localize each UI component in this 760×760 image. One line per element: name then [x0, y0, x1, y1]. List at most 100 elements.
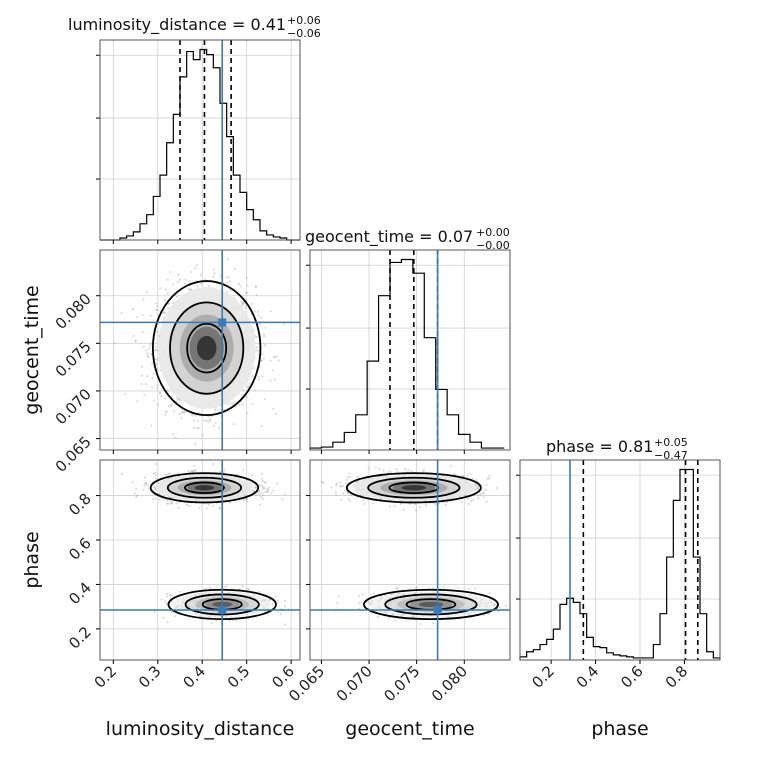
pair-luminosity-distance-geocent-time-sample-point	[274, 412, 277, 416]
pair-geocent-time-phase-sample-point	[410, 470, 413, 473]
pair-geocent-time-phase-sample-point	[334, 491, 337, 494]
hist-geocent-time-frame	[309, 249, 511, 451]
pair-luminosity-distance-geocent-time-sample-point	[187, 288, 190, 291]
pair-luminosity-distance-geocent-time-ytick-label-1: 0.070	[52, 385, 95, 428]
pair-luminosity-distance-phase-sample-point	[266, 488, 269, 491]
pair-luminosity-distance-geocent-time-sample-point	[272, 356, 276, 359]
pair-luminosity-distance-geocent-time-sample-point	[205, 419, 208, 422]
pair-luminosity-distance-geocent-time-sample-point	[141, 331, 144, 334]
pair-luminosity-distance-phase-sample-point	[136, 494, 139, 497]
pair-luminosity-distance-geocent-time-sample-point	[260, 352, 264, 356]
pair-geocent-time-phase-sample-point	[484, 488, 487, 491]
pair-luminosity-distance-phase-sample-point	[170, 502, 174, 505]
pair-luminosity-distance-geocent-time-sample-point	[258, 375, 261, 379]
pair-luminosity-distance-geocent-time-sample-point	[147, 356, 150, 359]
pair-luminosity-distance-geocent-time-sample-point	[278, 359, 281, 362]
pair-geocent-time-phase-sample-point	[395, 468, 398, 471]
pair-luminosity-distance-geocent-time-sample-point	[232, 423, 235, 426]
pair-luminosity-distance-geocent-time-sample-point	[178, 278, 182, 281]
pair-geocent-time-phase-sample-point	[434, 502, 437, 505]
pair-luminosity-distance-phase-sample-point	[208, 586, 212, 590]
pair-luminosity-distance-geocent-time-sample-point	[261, 375, 264, 378]
pair-luminosity-distance-phase-sample-point	[178, 590, 181, 593]
pair-geocent-time-phase-sample-point	[372, 502, 375, 505]
pair-geocent-time-phase-sample-point	[453, 473, 456, 476]
pair-luminosity-distance-phase-sample-point	[223, 468, 226, 471]
hist-phase-xtick-label-3: 0.8	[662, 662, 692, 692]
pair-luminosity-distance-geocent-time-sample-point	[171, 395, 174, 398]
pair-luminosity-distance-geocent-time-sample-point	[255, 335, 258, 338]
pair-luminosity-distance-geocent-time-sample-point	[180, 417, 183, 420]
pair-geocent-time-phase-sample-point	[414, 509, 418, 512]
pair-geocent-time-phase-sample-point	[339, 481, 342, 484]
pair-luminosity-distance-geocent-time-sample-point	[136, 400, 139, 403]
pair-geocent-time-phase-sample-point	[475, 484, 478, 487]
pair-luminosity-distance-geocent-time-sample-point	[124, 392, 127, 396]
pair-luminosity-distance-geocent-time-sample-point	[142, 298, 145, 301]
pair-luminosity-distance-geocent-time-sample-point	[241, 302, 244, 305]
pair-luminosity-distance-phase-sample-point	[212, 462, 215, 465]
pair-luminosity-distance-phase-ytick-label-1: 0.4	[65, 579, 95, 609]
pair-luminosity-distance-phase-sample-point	[167, 472, 170, 475]
pair-luminosity-distance-geocent-time-sample-point	[158, 391, 162, 395]
pair-luminosity-distance-phase-sample-point	[284, 493, 287, 496]
pair-luminosity-distance-phase-contour-0-0	[149, 472, 260, 504]
pair-luminosity-distance-geocent-time-sample-point	[182, 411, 185, 414]
pair-luminosity-distance-phase-sample-point	[166, 621, 169, 624]
pair-geocent-time-phase-sample-point	[348, 499, 351, 503]
pair-geocent-time-phase-sample-point	[388, 505, 391, 508]
pair-luminosity-distance-phase-ytick-label-2: 0.6	[65, 534, 95, 564]
pair-luminosity-distance-phase-ytick-label-0: 0.2	[65, 623, 95, 653]
pair-geocent-time-phase-sample-point	[422, 468, 425, 471]
pair-luminosity-distance-phase-sample-point	[258, 484, 262, 487]
pair-luminosity-distance-geocent-time-sample-point	[254, 389, 257, 392]
pair-geocent-time-phase-sample-point	[477, 484, 480, 487]
pair-luminosity-distance-geocent-time-sample-point	[242, 301, 245, 305]
pair-luminosity-distance-phase-frame	[99, 459, 301, 661]
pair-luminosity-distance-phase-sample-point	[258, 590, 261, 593]
pair-luminosity-distance-geocent-time-sample-point	[254, 285, 257, 288]
pair-luminosity-distance-geocent-time-sample-point	[156, 384, 159, 387]
pair-luminosity-distance-geocent-time-sample-point	[263, 398, 266, 401]
pair-luminosity-distance-phase-sample-point	[279, 612, 282, 616]
pair-luminosity-distance-phase-contour-0-2	[183, 481, 225, 495]
pair-luminosity-distance-geocent-time-sample-point	[241, 393, 244, 397]
pair-luminosity-distance-geocent-time-sample-point	[148, 347, 151, 350]
pair-luminosity-distance-phase-sample-point	[254, 493, 258, 497]
pair-luminosity-distance-phase-sample-point	[144, 476, 147, 479]
pair-luminosity-distance-geocent-time-sample-point	[155, 363, 158, 366]
pair-luminosity-distance-phase-sample-point	[274, 595, 277, 598]
pair-geocent-time-phase-sample-point	[486, 477, 489, 480]
pair-luminosity-distance-geocent-time-sample-point	[242, 388, 245, 392]
pair-luminosity-distance-geocent-time-sample-point	[225, 276, 228, 279]
pair-luminosity-distance-phase-sample-point	[247, 588, 251, 591]
pair-geocent-time-phase-sample-point	[466, 474, 469, 477]
pair-luminosity-distance-phase-sample-point	[241, 584, 244, 588]
pair-luminosity-distance-geocent-time-sample-point	[166, 292, 169, 295]
pair-luminosity-distance-geocent-time-sample-point	[183, 410, 186, 413]
pair-luminosity-distance-geocent-time-sample-point	[212, 275, 215, 279]
pair-luminosity-distance-phase-sample-point	[259, 495, 263, 499]
pair-luminosity-distance-geocent-time-sample-point	[146, 375, 149, 378]
pair-luminosity-distance-geocent-time-sample-point	[134, 339, 137, 343]
pair-luminosity-distance-phase-panel: 0.2 0.3 0.4 0.5 0.60.20.40.60.8	[65, 459, 301, 692]
pair-luminosity-distance-geocent-time-density-0-4	[196, 335, 217, 361]
pair-luminosity-distance-phase-sample-point	[146, 484, 149, 487]
pair-luminosity-distance-phase-sample-point	[252, 490, 255, 493]
pair-luminosity-distance-geocent-time-sample-point	[176, 396, 179, 400]
pair-luminosity-distance-geocent-time-sample-point	[269, 359, 272, 362]
pair-luminosity-distance-phase-sample-point	[153, 611, 156, 614]
pair-geocent-time-phase-sample-point	[393, 504, 396, 507]
pair-luminosity-distance-geocent-time-sample-point	[180, 450, 182, 452]
pair-luminosity-distance-phase-sample-point	[267, 486, 270, 490]
pair-luminosity-distance-geocent-time-sample-point	[164, 413, 167, 416]
pair-luminosity-distance-phase-sample-point	[242, 498, 245, 502]
pair-geocent-time-phase-sample-point	[449, 464, 452, 467]
pair-geocent-time-phase-sample-point	[470, 500, 473, 503]
pair-luminosity-distance-geocent-time-sample-point	[204, 278, 207, 281]
pair-luminosity-distance-phase-sample-point	[163, 473, 166, 476]
pair-geocent-time-phase-sample-point	[348, 472, 351, 475]
pair-luminosity-distance-geocent-time-truth-marker	[218, 318, 227, 327]
pair-luminosity-distance-geocent-time-sample-point	[229, 289, 232, 292]
pair-luminosity-distance-geocent-time-sample-point	[165, 411, 168, 414]
